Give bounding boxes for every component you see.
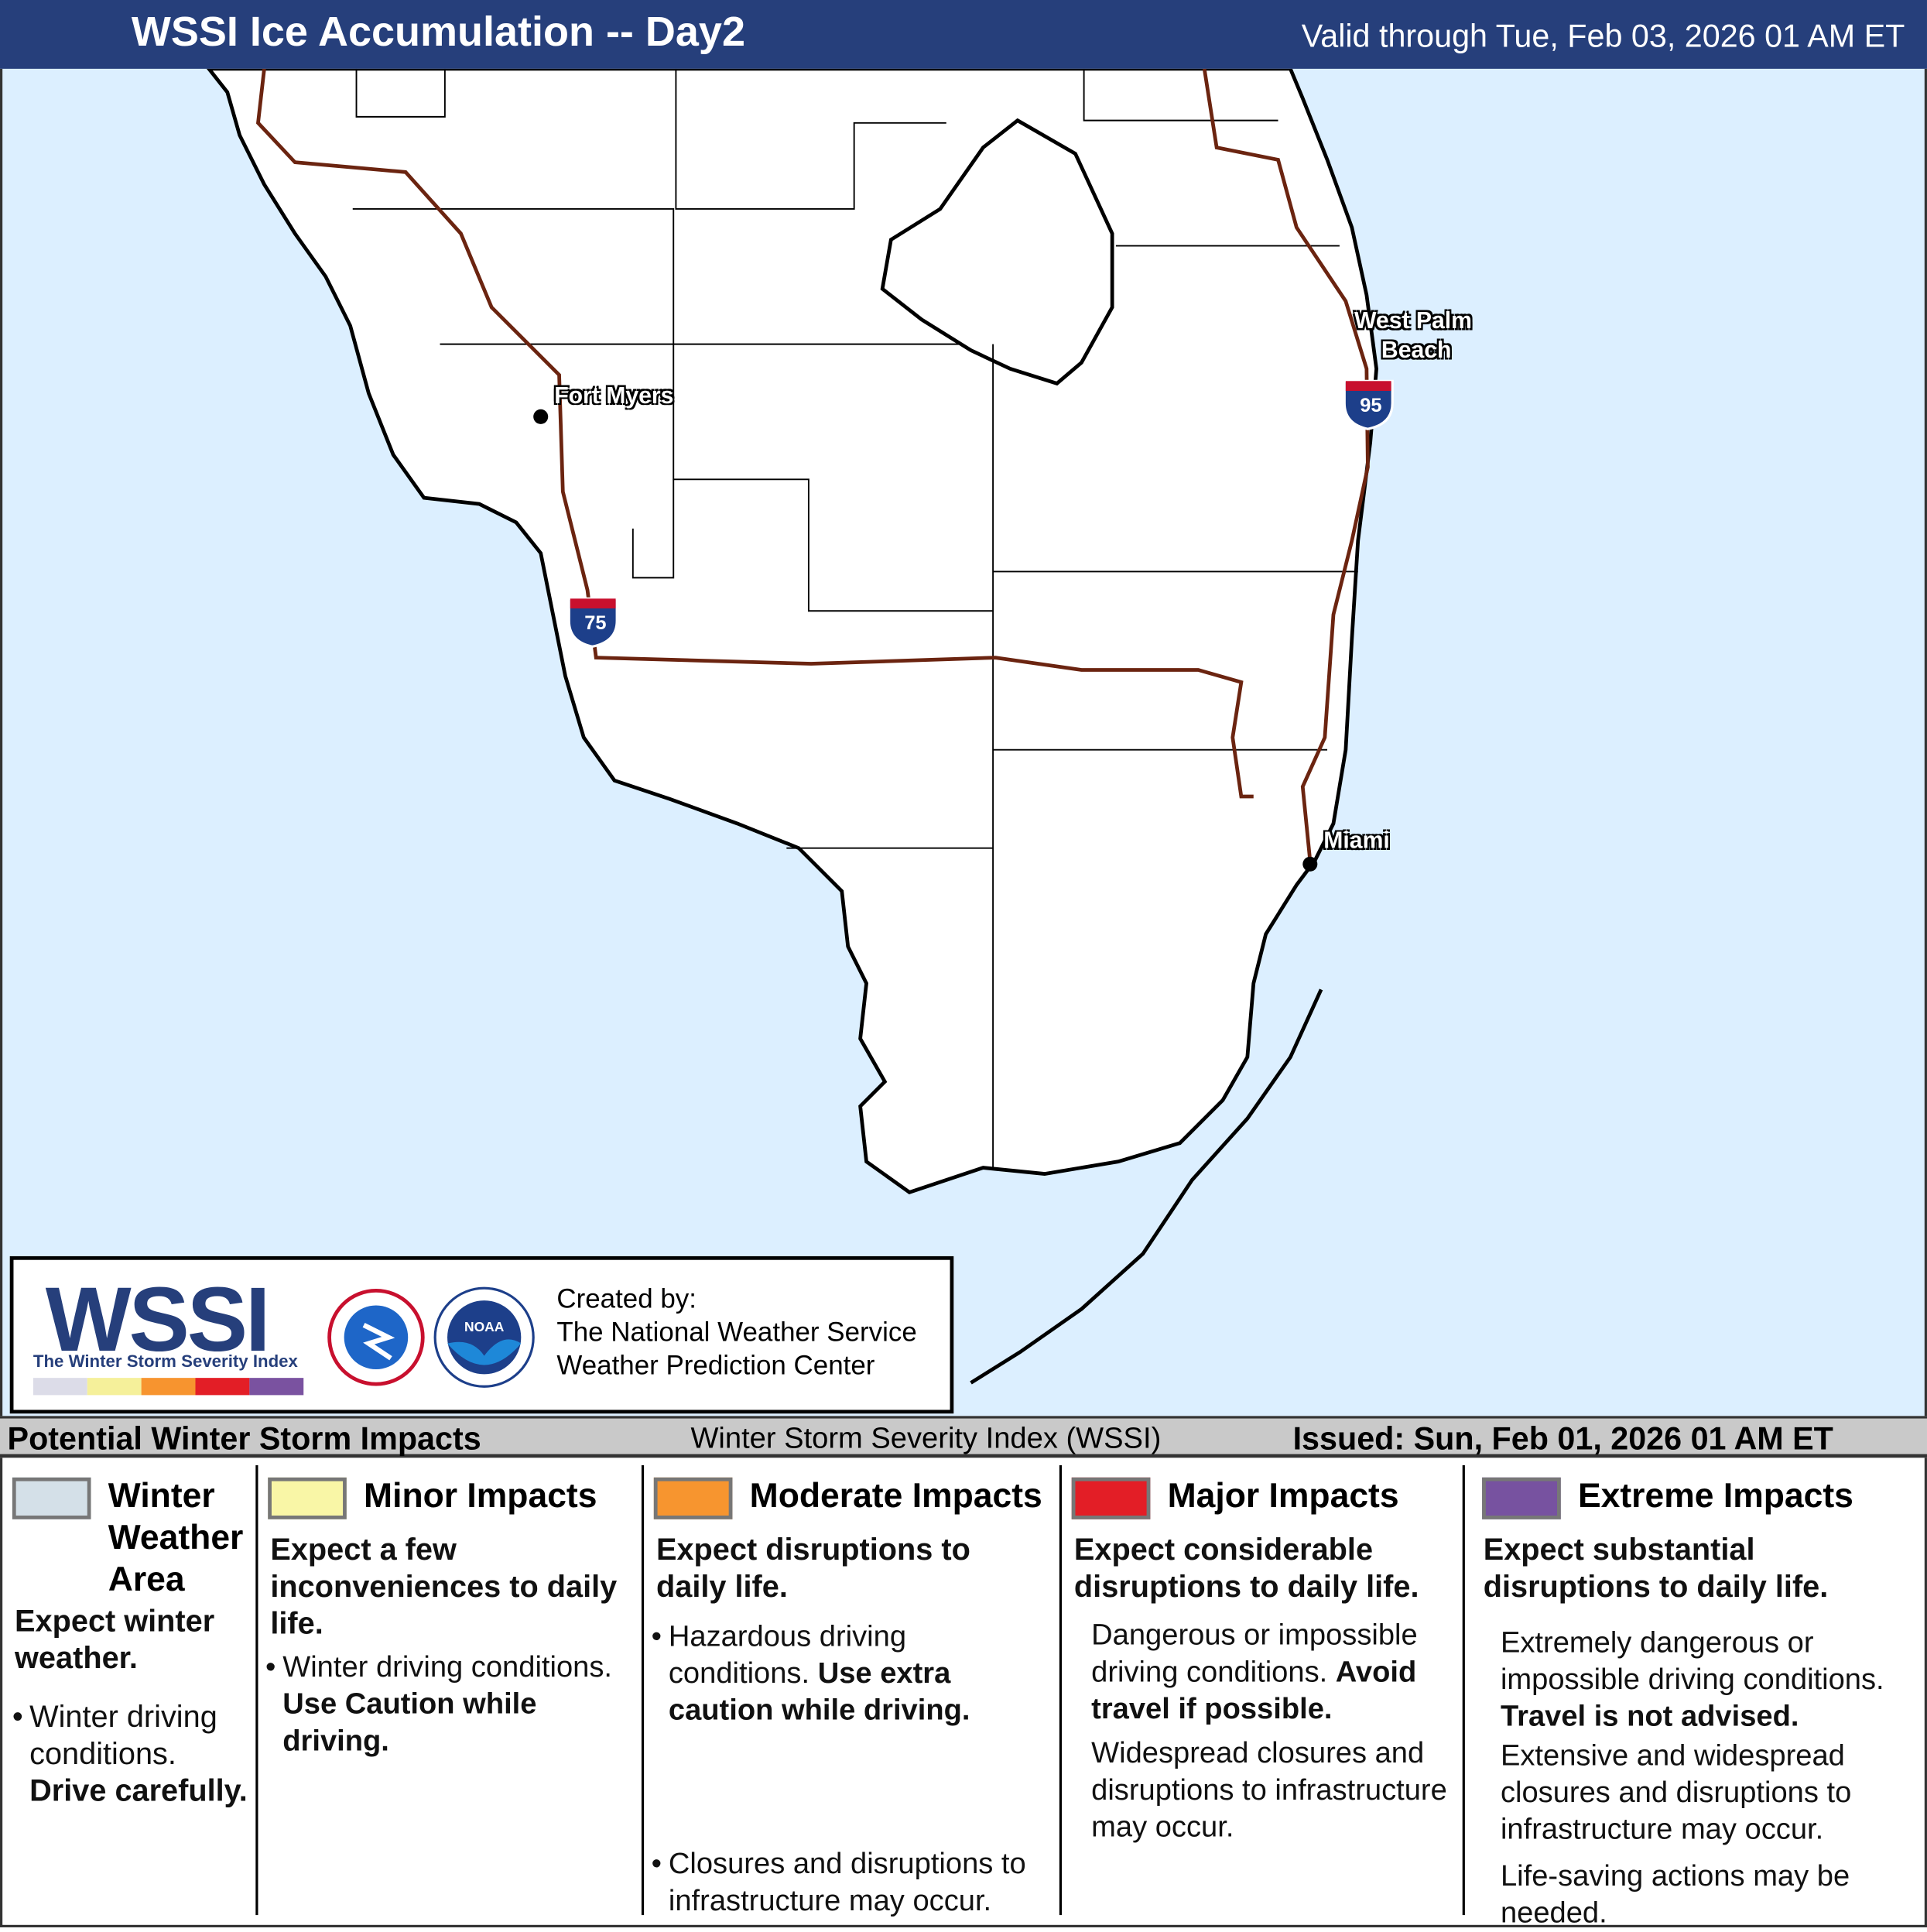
i95-label: 95 bbox=[1360, 396, 1382, 417]
wssi-tagline: The Winter Storm Severity Index bbox=[33, 1351, 298, 1371]
created-by-label: Created by: bbox=[556, 1283, 697, 1314]
credits: Created by: The National Weather Service… bbox=[556, 1282, 916, 1382]
i95-shield-icon bbox=[1343, 379, 1394, 430]
legend-lead: Expect a few inconveniences to daily lif… bbox=[270, 1533, 618, 1641]
city-label-miami: Miami bbox=[1323, 828, 1390, 855]
legend-moderate: Moderate Impacts Expect disruptions to d… bbox=[644, 1464, 1063, 1917]
florida-keys bbox=[970, 988, 1323, 1385]
florida-land bbox=[206, 68, 1378, 1195]
swatch bbox=[1482, 1477, 1561, 1519]
wssi-wordmark: WSSI bbox=[45, 1268, 271, 1371]
city-dot-miami bbox=[1302, 856, 1318, 872]
city-label-west-palm: West Palm bbox=[1354, 308, 1473, 334]
legend-lead: Expect considerable disruptions to daily… bbox=[1073, 1533, 1419, 1605]
legend-winter-weather-area: Winter Weather Area Expect winter weather.… bbox=[2, 1464, 258, 1916]
nws-seal-icon bbox=[327, 1289, 425, 1386]
legend-minor: Minor Impacts Expect a few inconvenience… bbox=[258, 1464, 645, 1916]
legend-title: Extreme Impacts bbox=[1577, 1476, 1853, 1515]
legend-para: Life-saving actions may be needed. bbox=[1500, 1859, 1850, 1930]
legend-bullet: Winter driving conditions. Use Caution w… bbox=[265, 1649, 642, 1760]
header: WSSI Ice Accumulation -- Day2 Valid thro… bbox=[0, 0, 1927, 69]
svg-text:NOAA: NOAA bbox=[464, 1319, 505, 1334]
swatch bbox=[268, 1477, 347, 1519]
legend-para: Extensive and widespread closures and di… bbox=[1500, 1739, 1852, 1847]
legend-title: Minor Impacts bbox=[364, 1476, 597, 1515]
legend-lead: Expect disruptions to daily life. bbox=[655, 1533, 970, 1605]
city-label-beach: Beach bbox=[1381, 337, 1452, 365]
map-area: Fort Myers West Palm Beach Miami 75 95 bbox=[0, 68, 1927, 1416]
swatch bbox=[1071, 1477, 1151, 1519]
legend-major: Major Impacts Expect considerable disrup… bbox=[1062, 1464, 1465, 1916]
band-left: Potential Winter Storm Impacts bbox=[7, 1420, 481, 1457]
logo-box: WSSI The Winter Storm Severity Index NOA… bbox=[9, 1255, 954, 1414]
legend-lead: Expect substantial disruptions to daily … bbox=[1483, 1533, 1829, 1605]
legend-para: Dangerous or impossible driving conditio… bbox=[1091, 1619, 1418, 1726]
valid-time: Valid through Tue, Feb 03, 2026 01 AM ET bbox=[1301, 17, 1905, 54]
issued-time: Issued: Sun, Feb 01, 2026 01 AM ET bbox=[1292, 1420, 1833, 1457]
credit-nws: The National Weather Service bbox=[556, 1316, 917, 1348]
i75-label: 75 bbox=[584, 613, 607, 635]
city-dot-fort-myers bbox=[533, 409, 549, 424]
i75-shield-icon bbox=[567, 597, 618, 648]
impact-legend: Winter Weather Area Expect winter weather.… bbox=[0, 1458, 1927, 1930]
legend-lead: Expect winter weather. bbox=[15, 1604, 215, 1676]
swatch bbox=[653, 1477, 733, 1519]
band-middle: Winter Storm Severity Index (WSSI) bbox=[690, 1422, 1162, 1456]
legend-para: Widespread closures and disruptions to i… bbox=[1091, 1736, 1447, 1844]
legend-title: Winter Weather Area bbox=[108, 1476, 244, 1598]
legend-extreme: Extreme Impacts Expect substantial disru… bbox=[1465, 1465, 1927, 1930]
legend-bullet: Closures and disruptions to infrastructu… bbox=[652, 1846, 1045, 1920]
wssi-color-bar bbox=[33, 1378, 304, 1396]
map-title: WSSI Ice Accumulation -- Day2 bbox=[131, 9, 745, 56]
legend-bullet: Hazardous driving conditions. Use extra … bbox=[652, 1619, 1045, 1729]
legend-bullet: Winter driving conditions. Drive careful… bbox=[12, 1699, 258, 1810]
legend-title: Major Impacts bbox=[1167, 1476, 1399, 1515]
legend-para: Extremely dangerous or impossible drivin… bbox=[1500, 1625, 1884, 1734]
credit-wpc: Weather Prediction Center bbox=[556, 1349, 875, 1381]
lake-okeechobee bbox=[880, 118, 1114, 386]
swatch bbox=[12, 1477, 91, 1519]
legend-title: Moderate Impacts bbox=[749, 1476, 1042, 1515]
city-label-fort-myers: Fort Myers bbox=[554, 383, 674, 409]
legend-band: Potential Winter Storm Impacts Winter St… bbox=[0, 1416, 1927, 1458]
noaa-seal-icon: NOAA bbox=[433, 1286, 535, 1388]
